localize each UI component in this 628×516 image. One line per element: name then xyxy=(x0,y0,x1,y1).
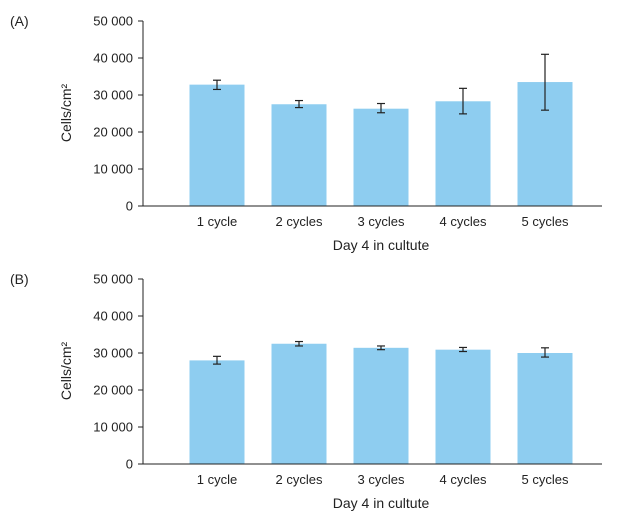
error-bar-2 xyxy=(295,99,303,109)
error-bar-2 xyxy=(295,340,303,347)
bar-3 xyxy=(353,108,409,206)
x-tick-label: 1 cycle xyxy=(197,472,237,487)
bar-5 xyxy=(517,353,573,464)
y-tick-label: 0 xyxy=(126,199,133,214)
error-bar-1 xyxy=(213,79,221,91)
y-tick-label: 30 000 xyxy=(93,88,133,103)
x-tick-label: 4 cycles xyxy=(440,472,487,487)
y-tick-label: 20 000 xyxy=(93,383,133,398)
error-bar-3 xyxy=(377,345,385,351)
y-tick-label: 40 000 xyxy=(93,309,133,324)
bar-2 xyxy=(271,104,327,206)
error-bar-5 xyxy=(541,53,549,111)
panel-label-a: (A) xyxy=(10,13,29,29)
error-bar-4 xyxy=(459,87,467,115)
x-tick-label: 2 cycles xyxy=(276,472,323,487)
bar-1 xyxy=(189,360,245,464)
y-tick-label: 10 000 xyxy=(93,420,133,435)
x-tick-label: 3 cycles xyxy=(358,214,405,229)
bar-2 xyxy=(271,343,327,464)
bar-1 xyxy=(189,84,245,206)
y-tick-label: 40 000 xyxy=(93,51,133,66)
y-tick-label: 20 000 xyxy=(93,125,133,140)
y-tick-label: 30 000 xyxy=(93,346,133,361)
x-tick-label: 1 cycle xyxy=(197,214,237,229)
x-tick-label: 2 cycles xyxy=(276,214,323,229)
error-bar-1 xyxy=(213,355,221,365)
y-tick-label: 0 xyxy=(126,457,133,472)
x-tick-label: 5 cycles xyxy=(522,472,569,487)
x-tick-label: 4 cycles xyxy=(440,214,487,229)
bar-4 xyxy=(435,101,491,206)
y-tick-label: 50 000 xyxy=(93,14,133,29)
x-tick-label: 3 cycles xyxy=(358,472,405,487)
y-tick-label: 10 000 xyxy=(93,162,133,177)
bar-3 xyxy=(353,347,409,464)
x-axis-title: Day 4 in cultute xyxy=(333,237,430,253)
panel-label-b: (B) xyxy=(10,271,29,287)
bar-chart-b: 0 10 000 20 000 30 000 40 000 50 000 1 cycle 2 … xyxy=(58,272,602,511)
y-tick-label: 50 000 xyxy=(93,272,133,287)
bar-chart-a: 0 10 000 20 000 30 000 40 000 50 000 1 cycle 2 … xyxy=(58,14,602,253)
y-axis-title: Cells/cm² xyxy=(58,84,74,143)
chart-panel-b: (B) 0 10 000 20 000 30 000 40 000 50 000 1 cyc… xyxy=(0,258,628,516)
chart-panel-a: (A) 0 10 000 20 000 30 000 40 000 50 000 1 cyc… xyxy=(10,13,602,253)
bar-4 xyxy=(435,349,491,464)
error-bar-5 xyxy=(541,347,549,358)
error-bar-3 xyxy=(377,102,385,114)
y-axis-title: Cells/cm² xyxy=(58,342,74,401)
x-tick-label: 5 cycles xyxy=(522,214,569,229)
x-axis-title: Day 4 in cultute xyxy=(333,495,430,511)
error-bar-4 xyxy=(459,346,467,353)
